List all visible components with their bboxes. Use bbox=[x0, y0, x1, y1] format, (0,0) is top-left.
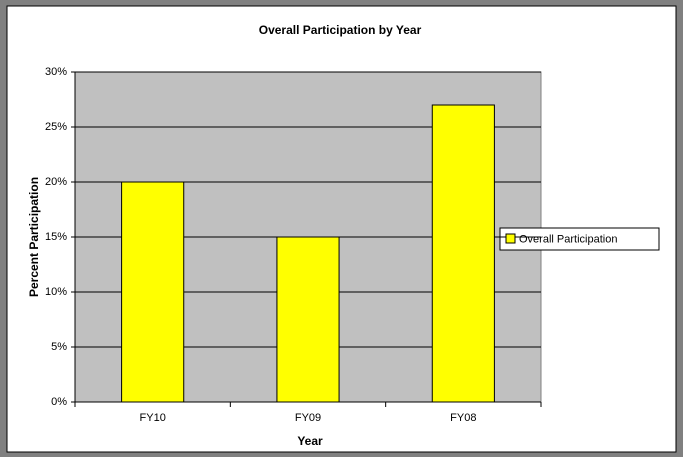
y-tick-label: 15% bbox=[45, 231, 67, 243]
y-axis-label: Percent Participation bbox=[27, 177, 41, 297]
y-tick-label: 0% bbox=[51, 396, 67, 408]
bar bbox=[121, 181, 185, 403]
bar bbox=[431, 104, 495, 403]
legend-swatch bbox=[505, 233, 516, 244]
y-tick-label: 20% bbox=[45, 176, 67, 188]
legend-label: Overall Participation bbox=[519, 233, 617, 245]
x-tick-label: FY08 bbox=[450, 412, 476, 424]
x-tick-label: FY10 bbox=[140, 412, 166, 424]
y-tick-label: 5% bbox=[51, 341, 67, 353]
y-tick-label: 30% bbox=[45, 66, 67, 78]
y-tick-label: 25% bbox=[45, 121, 67, 133]
x-axis-label: Year bbox=[297, 434, 323, 448]
x-tick-label: FY09 bbox=[295, 412, 321, 424]
chart-title: Overall Participation by Year bbox=[259, 23, 422, 37]
legend bbox=[499, 227, 660, 251]
bar bbox=[276, 236, 340, 403]
y-tick-label: 10% bbox=[45, 286, 67, 298]
